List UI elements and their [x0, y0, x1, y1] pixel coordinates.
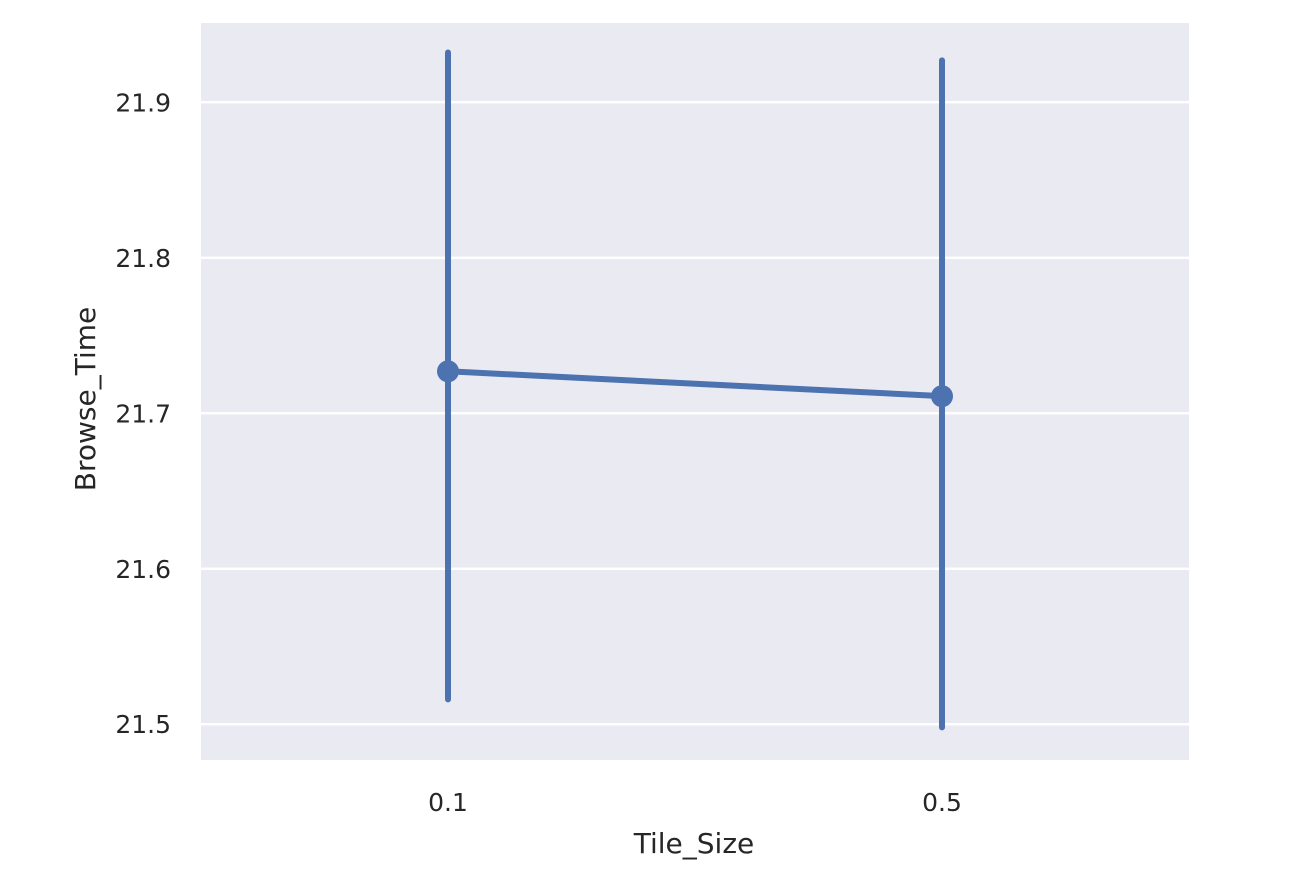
series-line: [445, 368, 945, 400]
y-tick-label: 21.9: [115, 88, 171, 117]
data-point: [931, 385, 953, 408]
data-point: [437, 360, 459, 383]
series-marks: [437, 49, 953, 731]
y-tick-label: 21.5: [115, 710, 171, 739]
y-tick-label: 21.6: [115, 555, 171, 584]
x-axis-label: Tile_Size: [633, 827, 755, 860]
y-gridlines: [201, 101, 1189, 726]
x-tick-label: 0.1: [428, 788, 468, 817]
y-axis-label: Browse_Time: [69, 307, 102, 491]
plot-area: [201, 23, 1189, 760]
x-tick-labels: 0.1 0.5: [428, 788, 962, 817]
y-tick-labels: 21.5 21.6 21.7 21.8 21.9: [115, 88, 171, 739]
y-tick-label: 21.7: [115, 399, 171, 428]
y-tick-label: 21.8: [115, 244, 171, 273]
x-tick-label: 0.5: [922, 788, 962, 817]
